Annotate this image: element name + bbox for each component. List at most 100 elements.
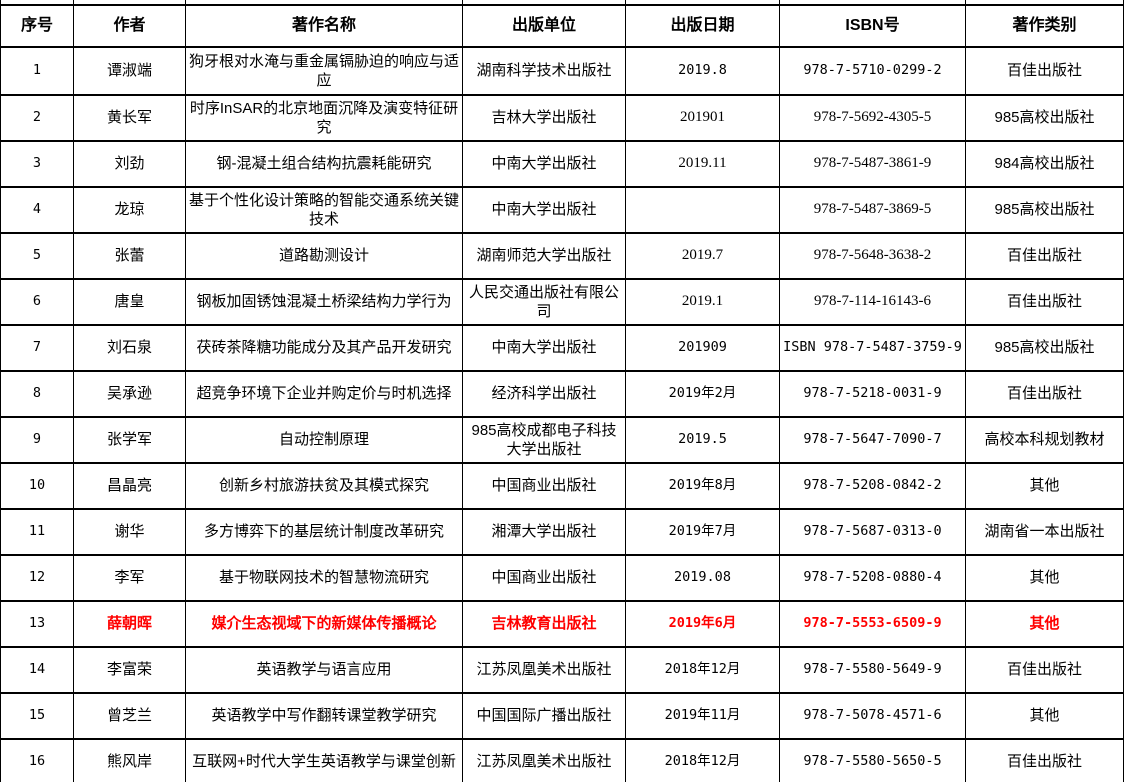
cell-isbn: 978-7-5580-5650-5 — [779, 738, 966, 782]
col-header-date: 出版日期 — [625, 4, 780, 48]
cell-isbn: 978-7-5692-4305-5 — [779, 94, 966, 142]
cell-category: 百佳出版社 — [965, 370, 1124, 418]
cell-title: 英语教学与语言应用 — [185, 646, 463, 694]
cell-isbn: ISBN 978-7-5487-3759-9 — [779, 324, 966, 372]
cell-publisher: 中南大学出版社 — [462, 186, 626, 234]
cell-author: 昌晶亮 — [73, 462, 186, 510]
cell-category: 高校本科规划教材 — [965, 416, 1124, 464]
cell-publisher: 中国商业出版社 — [462, 554, 626, 602]
col-header-author: 作者 — [73, 4, 186, 48]
cell-author: 唐皇 — [73, 278, 186, 326]
cell-isbn: 978-7-5487-3869-5 — [779, 186, 966, 234]
cell-publisher: 985高校成都电子科技大学出版社 — [462, 416, 626, 464]
cell-isbn: 978-7-5648-3638-2 — [779, 232, 966, 280]
cell-date: 2019年11月 — [625, 692, 780, 740]
cell-title: 基于个性化设计策略的智能交通系统关键技术 — [185, 186, 463, 234]
cell-publisher: 经济科学出版社 — [462, 370, 626, 418]
cell-category: 百佳出版社 — [965, 46, 1124, 96]
cell-publisher: 吉林教育出版社 — [462, 600, 626, 648]
cell-author: 龙琼 — [73, 186, 186, 234]
cell-title: 茯砖茶降糖功能成分及其产品开发研究 — [185, 324, 463, 372]
cell-publisher: 人民交通出版社有限公司 — [462, 278, 626, 326]
cell-serial: 12 — [0, 554, 74, 602]
cell-author: 谭淑端 — [73, 46, 186, 96]
table-row: 9 张学军 自动控制原理 985高校成都电子科技大学出版社 2019.5 978-7-56… — [0, 416, 1124, 464]
partial-row-top — [0, 0, 1124, 6]
cell-isbn: 978-7-5647-7090-7 — [779, 416, 966, 464]
cell-isbn: 978-7-5687-0313-0 — [779, 508, 966, 556]
cell-isbn: 978-7-5218-0031-9 — [779, 370, 966, 418]
cell-publisher: 湖南科学技术出版社 — [462, 46, 626, 96]
table-row: 10 昌晶亮 创新乡村旅游扶贫及其模式探究 中国商业出版社 2019年8月 978-7-5… — [0, 462, 1124, 510]
table-row: 6 唐皇 钢板加固锈蚀混凝土桥梁结构力学行为 人民交通出版社有限公司 2019.1 978… — [0, 278, 1124, 326]
cell-isbn: 978-7-5487-3861-9 — [779, 140, 966, 188]
cell-title: 媒介生态视域下的新媒体传播概论 — [185, 600, 463, 648]
table-row: 16 熊风岸 互联网+时代大学生英语教学与课堂创新 江苏凤凰美术出版社 2018年12月… — [0, 738, 1124, 782]
table-row: 4 龙琼 基于个性化设计策略的智能交通系统关键技术 中南大学出版社 978-7-5487… — [0, 186, 1124, 234]
cell-author: 曾芝兰 — [73, 692, 186, 740]
cell-serial: 4 — [0, 186, 74, 234]
cell-date — [625, 186, 780, 234]
cell-title: 多方博弈下的基层统计制度改革研究 — [185, 508, 463, 556]
cell-serial: 16 — [0, 738, 74, 782]
cell-category: 其他 — [965, 692, 1124, 740]
cell-date: 2019.11 — [625, 140, 780, 188]
cell-date: 2018年12月 — [625, 646, 780, 694]
cell-serial: 7 — [0, 324, 74, 372]
cell-serial: 3 — [0, 140, 74, 188]
cell-author: 黄长军 — [73, 94, 186, 142]
cell-publisher: 中南大学出版社 — [462, 324, 626, 372]
cell-category: 985高校出版社 — [965, 186, 1124, 234]
cell-serial: 15 — [0, 692, 74, 740]
cell-title: 互联网+时代大学生英语教学与课堂创新 — [185, 738, 463, 782]
cell-author: 薛朝晖 — [73, 600, 186, 648]
table-row: 1 谭淑端 狗牙根对水淹与重金属镉胁迫的响应与适应 湖南科学技术出版社 2019.8 97… — [0, 46, 1124, 96]
cell-date: 201901 — [625, 94, 780, 142]
cell-author: 刘石泉 — [73, 324, 186, 372]
cell-author: 谢华 — [73, 508, 186, 556]
table-row: 7 刘石泉 茯砖茶降糖功能成分及其产品开发研究 中南大学出版社 201909 ISBN 9… — [0, 324, 1124, 372]
cell-category: 百佳出版社 — [965, 646, 1124, 694]
cell-category: 其他 — [965, 462, 1124, 510]
cell-serial: 10 — [0, 462, 74, 510]
table-row: 3 刘劲 钢-混凝土组合结构抗震耗能研究 中南大学出版社 2019.11 978-7-54… — [0, 140, 1124, 188]
table-row: 5 张蕾 道路勘测设计 湖南师范大学出版社 2019.7 978-7-5648-3638-… — [0, 232, 1124, 280]
cell-title: 超竞争环境下企业并购定价与时机选择 — [185, 370, 463, 418]
table-row: 15 曾芝兰 英语教学中写作翻转课堂教学研究 中国国际广播出版社 2019年11月 978… — [0, 692, 1124, 740]
cell-category: 其他 — [965, 600, 1124, 648]
cell-isbn: 978-7-114-16143-6 — [779, 278, 966, 326]
cell-serial: 9 — [0, 416, 74, 464]
cell-author: 张蕾 — [73, 232, 186, 280]
cell-publisher: 中国国际广播出版社 — [462, 692, 626, 740]
cell-title: 道路勘测设计 — [185, 232, 463, 280]
cell-date: 2019.08 — [625, 554, 780, 602]
cell-serial: 2 — [0, 94, 74, 142]
cell-publisher: 江苏凤凰美术出版社 — [462, 738, 626, 782]
cell-title: 创新乡村旅游扶贫及其模式探究 — [185, 462, 463, 510]
cell-date: 2019.1 — [625, 278, 780, 326]
table-body: 1 谭淑端 狗牙根对水淹与重金属镉胁迫的响应与适应 湖南科学技术出版社 2019.8 97… — [0, 46, 1124, 782]
cell-publisher: 吉林大学出版社 — [462, 94, 626, 142]
cell-publisher: 中南大学出版社 — [462, 140, 626, 188]
cell-publisher: 湘潭大学出版社 — [462, 508, 626, 556]
table-row: 12 李军 基于物联网技术的智慧物流研究 中国商业出版社 2019.08 978-7-52… — [0, 554, 1124, 602]
table-row: 14 李富荣 英语教学与语言应用 江苏凤凰美术出版社 2018年12月 978-7-558… — [0, 646, 1124, 694]
cell-serial: 13 — [0, 600, 74, 648]
cell-title: 自动控制原理 — [185, 416, 463, 464]
cell-author: 吴承逊 — [73, 370, 186, 418]
col-header-title: 著作名称 — [185, 4, 463, 48]
cell-isbn: 978-7-5078-4571-6 — [779, 692, 966, 740]
cell-title: 英语教学中写作翻转课堂教学研究 — [185, 692, 463, 740]
table-row: 13 薛朝晖 媒介生态视域下的新媒体传播概论 吉林教育出版社 2019年6月 978-7-… — [0, 600, 1124, 648]
col-header-publisher: 出版单位 — [462, 4, 626, 48]
cell-date: 2018年12月 — [625, 738, 780, 782]
cell-serial: 5 — [0, 232, 74, 280]
col-header-serial: 序号 — [0, 4, 74, 48]
cell-category: 百佳出版社 — [965, 738, 1124, 782]
cell-author: 李军 — [73, 554, 186, 602]
cell-title: 时序InSAR的北京地面沉降及演变特征研究 — [185, 94, 463, 142]
table-row: 2 黄长军 时序InSAR的北京地面沉降及演变特征研究 吉林大学出版社 201901 97… — [0, 94, 1124, 142]
header-row: 序号 作者 著作名称 出版单位 出版日期 ISBN号 著作类别 — [0, 4, 1124, 48]
cell-title: 基于物联网技术的智慧物流研究 — [185, 554, 463, 602]
cell-category: 百佳出版社 — [965, 232, 1124, 280]
